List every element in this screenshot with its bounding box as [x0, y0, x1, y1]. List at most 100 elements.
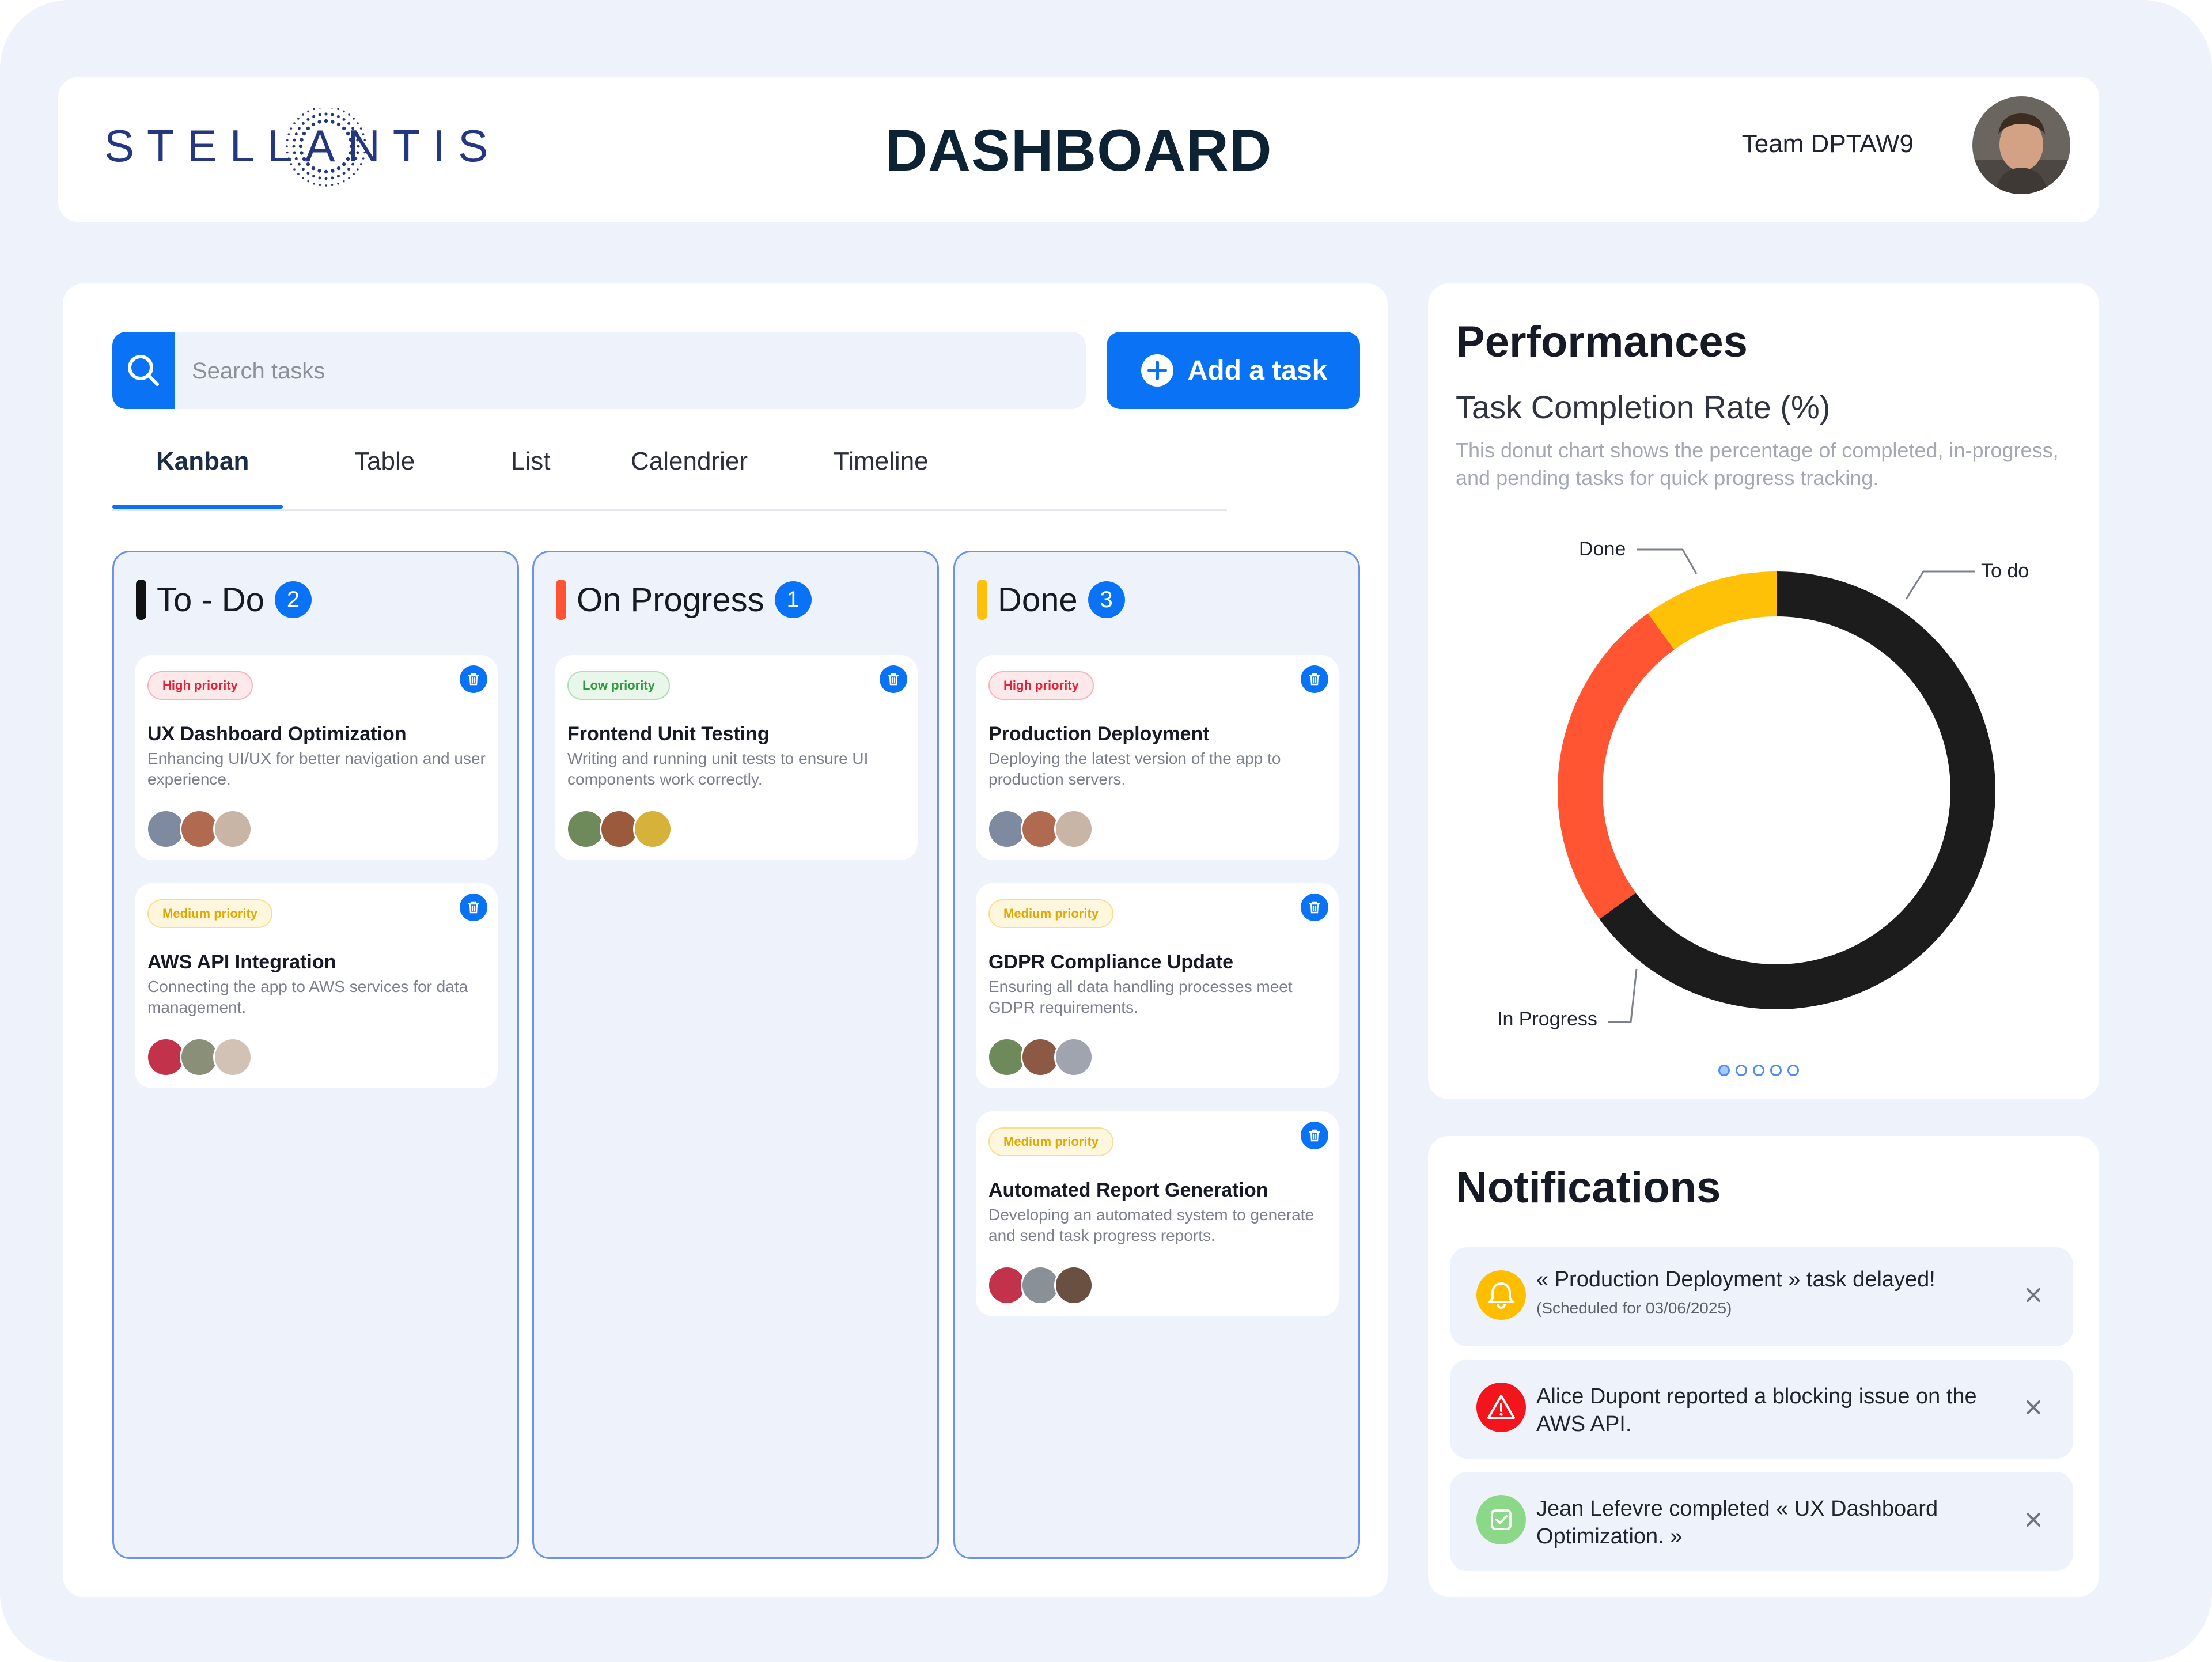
user-avatar[interactable]: [1972, 96, 2070, 194]
logo-dot: [325, 184, 327, 187]
logo-dot: [357, 122, 359, 124]
avatar[interactable]: [566, 809, 605, 849]
task-title: Automated Report Generation: [988, 1179, 1268, 1201]
avatar[interactable]: [633, 809, 672, 849]
callout-line: [1637, 548, 1698, 574]
pagination-dot[interactable]: [1753, 1065, 1764, 1076]
performance-panel: Performances Task Completion Rate (%) Th…: [1428, 283, 2099, 1099]
avatar[interactable]: [1021, 809, 1060, 849]
logo-dot: [302, 177, 304, 179]
alert-triangle-icon: [1476, 1383, 1526, 1432]
delete-task-button[interactable]: [1301, 894, 1328, 921]
logo-dot: [324, 169, 328, 174]
pagination-dot[interactable]: [1718, 1065, 1730, 1076]
avatar[interactable]: [1021, 1038, 1060, 1077]
check-square-icon: [1476, 1495, 1526, 1544]
trash-icon: [468, 673, 479, 686]
logo-dot: [348, 177, 350, 179]
pagination-dot[interactable]: [1736, 1065, 1747, 1076]
donut-chart: To do In Progress Done: [1497, 538, 2029, 1030]
task-title: GDPR Compliance Update: [988, 951, 1234, 973]
trash-icon: [888, 673, 899, 686]
close-icon[interactable]: [2019, 1505, 2048, 1534]
notification-text: « Production Deployment » task delayed!: [1536, 1267, 1936, 1292]
logo-dot: [319, 184, 321, 186]
logo-dot: [362, 133, 365, 135]
avatar[interactable]: [146, 1038, 185, 1077]
logo-dot: [297, 162, 301, 166]
delete-task-button[interactable]: [460, 665, 487, 693]
close-icon[interactable]: [2019, 1281, 2048, 1309]
trash-icon: [1309, 901, 1320, 914]
assignee-avatars: [987, 809, 1114, 850]
delete-task-button[interactable]: [1301, 665, 1328, 693]
logo-dot: [347, 122, 351, 125]
page-title: DASHBOARD: [885, 118, 1272, 183]
notification-subtext: (Scheduled for 03/06/2025): [1536, 1299, 1732, 1317]
search-input[interactable]: [191, 332, 1069, 409]
task-card[interactable]: High priority UX Dashboard Optimization …: [135, 655, 498, 860]
delete-task-button[interactable]: [1301, 1122, 1328, 1149]
search-button[interactable]: [112, 332, 175, 409]
notification-item[interactable]: Alice Dupont reported a blocking issue o…: [1450, 1360, 2073, 1459]
logo-dot: [359, 127, 362, 130]
callout-label: In Progress: [1497, 1008, 1597, 1030]
logo-dot: [359, 163, 362, 165]
avatar[interactable]: [987, 809, 1027, 849]
assignee-avatars: [987, 1038, 1114, 1078]
logo-dot: [343, 110, 345, 113]
priority-badge: Medium priority: [988, 1127, 1114, 1156]
delete-task-button[interactable]: [460, 894, 487, 921]
avatar[interactable]: [1054, 1266, 1093, 1305]
trash-icon: [468, 901, 479, 914]
notification-item[interactable]: Jean Lefevre completed « UX Dashboard Op…: [1450, 1472, 2073, 1571]
tab-kanban[interactable]: Kanban: [156, 447, 249, 475]
logo-dot: [337, 182, 339, 185]
task-card[interactable]: Medium priority GDPR Compliance Update E…: [976, 883, 1339, 1088]
task-card[interactable]: High priority Production Deployment Depl…: [976, 655, 1339, 860]
close-icon[interactable]: [2019, 1393, 2048, 1422]
logo-dot: [311, 166, 316, 171]
logo-dot: [353, 118, 355, 120]
delete-task-button[interactable]: [880, 665, 907, 693]
logo-dot: [297, 118, 300, 120]
tab-table[interactable]: Table: [354, 447, 415, 475]
logo-dot: [302, 113, 304, 116]
avatar[interactable]: [213, 1038, 252, 1077]
notification-item[interactable]: « Production Deployment » task delayed! …: [1450, 1247, 2073, 1346]
callout-label: Done: [1579, 538, 1626, 560]
avatar[interactable]: [180, 809, 219, 849]
pagination-dot[interactable]: [1787, 1065, 1799, 1076]
task-title: AWS API Integration: [147, 951, 336, 973]
logo-dot: [287, 157, 290, 160]
brand-logo: STELLANTIS: [104, 108, 507, 187]
logo-dot: [313, 182, 315, 185]
pagination-dot[interactable]: [1770, 1065, 1782, 1076]
task-card[interactable]: Medium priority Automated Report Generat…: [976, 1111, 1339, 1316]
add-task-button[interactable]: Add a task: [1107, 332, 1360, 409]
logo-dot: [336, 122, 341, 127]
task-description: Connecting the app to AWS services for d…: [147, 978, 468, 1016]
chart-subtitle: Task Completion Rate (%): [1456, 389, 1831, 425]
logo-dot: [300, 151, 304, 155]
assignee-avatars: [987, 1266, 1114, 1306]
column-done: Done 3 High priority Production Deployme…: [953, 551, 1360, 1559]
chart-pagination: [1718, 1065, 1799, 1076]
tab-timeline[interactable]: Timeline: [834, 447, 929, 475]
tab-calendrier[interactable]: Calendrier: [631, 447, 748, 475]
avatar[interactable]: [987, 1266, 1027, 1305]
column-title: To - Do: [157, 581, 264, 619]
task-card[interactable]: Medium priority AWS API Integration Conn…: [135, 883, 498, 1088]
column-header: To - Do 2: [136, 578, 312, 622]
avatar[interactable]: [1054, 809, 1093, 849]
search-bar: [112, 332, 1086, 409]
logo-dot: [300, 138, 304, 142]
logo-dot: [331, 184, 334, 186]
task-description: Developing an automated system to genera…: [988, 1206, 1315, 1244]
priority-badge: High priority: [147, 671, 253, 700]
task-card[interactable]: Low priority Frontend Unit Testing Writi…: [555, 655, 918, 860]
tab-list[interactable]: List: [511, 447, 551, 475]
view-tabs: Kanban Table List Calendrier Timeline: [112, 444, 1227, 511]
avatar[interactable]: [213, 809, 252, 849]
avatar[interactable]: [1054, 1038, 1093, 1077]
